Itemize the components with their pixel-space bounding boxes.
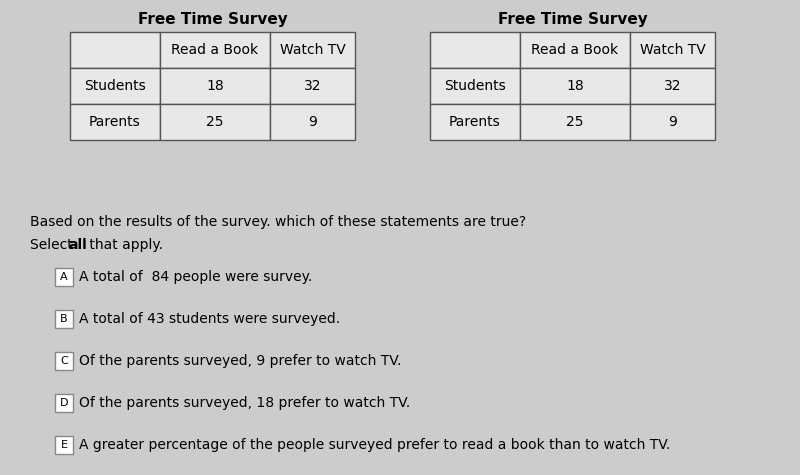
Bar	[430, 104, 520, 140]
Bar	[70, 104, 160, 140]
Text: 18: 18	[566, 79, 584, 93]
Text: A: A	[60, 272, 68, 282]
Bar	[630, 68, 715, 104]
Text: Read a Book: Read a Book	[531, 43, 618, 57]
Bar	[55, 310, 73, 328]
Text: A greater percentage of the people surveyed prefer to read a book than to watch : A greater percentage of the people surve…	[79, 438, 670, 452]
Text: Parents: Parents	[89, 115, 141, 129]
Text: 9: 9	[308, 115, 317, 129]
Bar	[430, 32, 520, 68]
Bar	[520, 68, 630, 104]
Text: Free Time Survey: Free Time Survey	[498, 12, 647, 27]
Bar	[70, 68, 160, 104]
Text: Students: Students	[444, 79, 506, 93]
Text: D: D	[60, 398, 68, 408]
Text: that apply.: that apply.	[85, 238, 163, 252]
Text: Read a Book: Read a Book	[171, 43, 258, 57]
Text: Watch TV: Watch TV	[280, 43, 346, 57]
Text: Watch TV: Watch TV	[640, 43, 706, 57]
Bar	[160, 68, 270, 104]
Bar	[160, 104, 270, 140]
Text: 25: 25	[206, 115, 224, 129]
Text: Of the parents surveyed, 9 prefer to watch TV.: Of the parents surveyed, 9 prefer to wat…	[79, 354, 402, 368]
Text: A total of  84 people were survey.: A total of 84 people were survey.	[79, 270, 312, 284]
Bar	[630, 104, 715, 140]
Text: Students: Students	[84, 79, 146, 93]
Text: Select: Select	[30, 238, 77, 252]
Text: 9: 9	[668, 115, 677, 129]
Text: 32: 32	[304, 79, 322, 93]
Bar	[270, 104, 355, 140]
Bar	[55, 394, 73, 412]
Text: 25: 25	[566, 115, 584, 129]
Text: Parents: Parents	[449, 115, 501, 129]
Text: 32: 32	[664, 79, 682, 93]
Bar	[430, 68, 520, 104]
Text: C: C	[60, 356, 68, 366]
Bar	[55, 268, 73, 286]
Bar	[630, 32, 715, 68]
Text: 18: 18	[206, 79, 224, 93]
Bar	[270, 32, 355, 68]
Bar	[55, 436, 73, 454]
Text: all: all	[68, 238, 86, 252]
Bar	[160, 32, 270, 68]
Text: A total of 43 students were surveyed.: A total of 43 students were surveyed.	[79, 312, 340, 326]
Bar	[70, 32, 160, 68]
Text: Free Time Survey: Free Time Survey	[138, 12, 287, 27]
Text: E: E	[61, 440, 67, 450]
Bar	[520, 32, 630, 68]
Text: Of the parents surveyed, 18 prefer to watch TV.: Of the parents surveyed, 18 prefer to wa…	[79, 396, 410, 410]
Bar	[270, 68, 355, 104]
Text: Based on the results of the survey. which of these statements are true?: Based on the results of the survey. whic…	[30, 215, 526, 229]
Text: B: B	[60, 314, 68, 324]
Bar	[55, 352, 73, 370]
Bar	[520, 104, 630, 140]
